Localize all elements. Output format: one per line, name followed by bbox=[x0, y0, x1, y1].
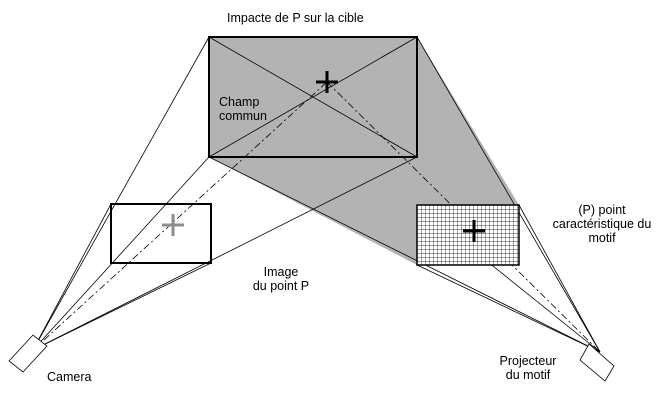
image-line1: Image bbox=[263, 265, 299, 279]
point-label: (P) point caractéristique du motif bbox=[539, 203, 665, 245]
common-field-line1: Champ bbox=[219, 95, 260, 109]
common-field-label: Champ commun bbox=[219, 95, 267, 123]
common-field-line2: commun bbox=[219, 109, 267, 123]
camera-image-rectangle bbox=[110, 203, 212, 264]
projector-body bbox=[579, 343, 615, 382]
image-label: Image du point P bbox=[226, 265, 336, 293]
image-cross bbox=[162, 214, 184, 236]
point-line3: motif bbox=[588, 231, 616, 245]
image-line2: du point P bbox=[252, 279, 310, 293]
camera-frustum bbox=[32, 36, 418, 351]
point-line1: (P) point bbox=[578, 203, 626, 217]
camera-body bbox=[8, 334, 48, 373]
point-line2: caractéristique du bbox=[552, 217, 652, 231]
projector-frustum bbox=[208, 36, 601, 353]
title-label: Impacte de P sur la cible bbox=[227, 11, 364, 25]
pattern-cross bbox=[463, 220, 485, 242]
projector-line2: du motif bbox=[505, 368, 551, 382]
projector-label: Projecteur du motif bbox=[478, 354, 578, 382]
target-diagonal-2 bbox=[208, 36, 418, 158]
camera-label: Camera bbox=[47, 370, 92, 384]
projector-line1: Projecteur bbox=[499, 354, 557, 368]
impact-cross bbox=[316, 71, 338, 93]
